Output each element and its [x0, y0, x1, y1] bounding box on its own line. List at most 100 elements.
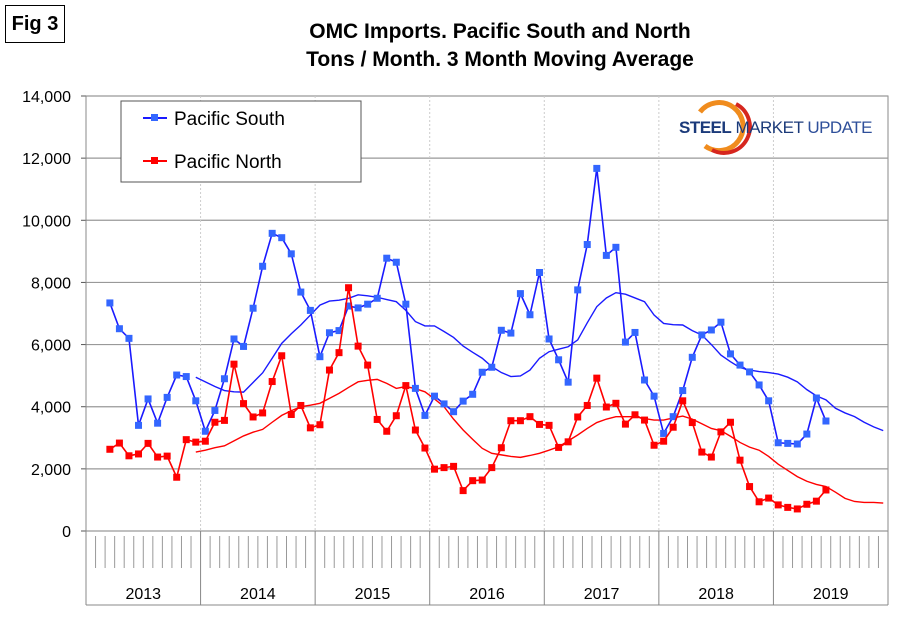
- logo-word-update: UPDATE: [807, 118, 872, 137]
- data-point: [593, 374, 601, 382]
- data-point: [545, 335, 553, 343]
- data-point: [688, 353, 696, 361]
- data-point: [574, 413, 582, 421]
- data-point: [201, 437, 209, 445]
- data-point: [812, 497, 820, 505]
- x-year-label: 2014: [240, 586, 276, 603]
- data-point: [345, 284, 353, 292]
- data-point: [144, 395, 152, 403]
- data-point: [220, 416, 228, 424]
- data-point: [507, 329, 515, 337]
- data-point: [230, 360, 238, 368]
- data-point: [507, 417, 515, 425]
- y-tick-label: 0: [62, 524, 71, 541]
- data-point: [822, 486, 830, 494]
- data-point: [669, 413, 677, 421]
- steel-market-update-logo: STEEL MARKET UPDATE: [679, 100, 873, 155]
- data-point: [220, 375, 228, 383]
- data-point: [163, 393, 171, 401]
- data-point: [402, 382, 410, 390]
- chart-title: OMC Imports. Pacific South and North: [309, 20, 691, 43]
- data-point: [765, 397, 773, 405]
- data-point: [812, 394, 820, 402]
- data-point: [736, 456, 744, 464]
- data-point: [440, 400, 448, 408]
- data-point: [278, 352, 286, 360]
- series-line: [109, 287, 827, 510]
- data-point: [698, 331, 706, 339]
- data-point: [555, 356, 563, 364]
- data-point: [746, 368, 754, 376]
- figure-label: Fig 3: [5, 5, 65, 43]
- data-point: [526, 413, 534, 421]
- data-point: [478, 368, 486, 376]
- data-point: [583, 401, 591, 409]
- data-point: [497, 326, 505, 334]
- data-point: [106, 299, 114, 307]
- data-point: [707, 326, 715, 334]
- data-point: [650, 441, 658, 449]
- data-point: [536, 268, 544, 276]
- data-point: [660, 437, 668, 445]
- y-tick-label: 14,000: [22, 89, 71, 106]
- data-point: [621, 338, 629, 346]
- data-point: [383, 427, 391, 435]
- data-point: [373, 415, 381, 423]
- data-point: [115, 439, 123, 447]
- data-point: [106, 445, 114, 453]
- data-point: [497, 444, 505, 452]
- x-year-label: 2018: [698, 586, 734, 603]
- logo-arc-icon: [698, 100, 746, 154]
- data-point: [641, 416, 649, 424]
- data-point: [192, 397, 200, 405]
- data-point: [488, 464, 496, 472]
- data-point: [154, 453, 162, 461]
- moving-average-line: [195, 378, 884, 504]
- data-point: [536, 420, 544, 428]
- data-point: [316, 421, 324, 429]
- data-point: [450, 408, 458, 416]
- data-point: [488, 363, 496, 371]
- data-point: [707, 453, 715, 461]
- data-point: [259, 409, 267, 417]
- data-point: [717, 318, 725, 326]
- data-point: [345, 302, 353, 310]
- data-point: [192, 438, 200, 446]
- data-point: [631, 411, 639, 419]
- data-point: [726, 418, 734, 426]
- data-point: [726, 350, 734, 358]
- data-point: [325, 366, 333, 374]
- series-line: [109, 168, 827, 445]
- legend-marker-south: [151, 114, 158, 121]
- data-point: [698, 448, 706, 456]
- data-point: [125, 452, 133, 460]
- data-point: [688, 419, 696, 427]
- data-point: [669, 423, 677, 431]
- moving-average-line: [195, 291, 884, 432]
- data-point: [173, 473, 181, 481]
- data-point: [641, 376, 649, 384]
- data-point: [459, 487, 467, 495]
- legend-label-north: Pacific North: [174, 152, 282, 173]
- logo-word-steel: STEEL: [679, 118, 731, 137]
- data-point: [182, 373, 190, 381]
- data-point: [306, 424, 314, 432]
- data-point: [278, 234, 286, 242]
- data-point: [774, 501, 782, 509]
- x-year-label: 2016: [469, 586, 505, 603]
- data-point: [526, 311, 534, 319]
- data-point: [755, 381, 763, 389]
- data-point: [268, 229, 276, 237]
- data-point: [392, 258, 400, 266]
- data-point: [612, 399, 620, 407]
- data-point: [679, 387, 687, 395]
- data-point: [564, 378, 572, 386]
- data-point: [602, 251, 610, 259]
- data-point: [450, 462, 458, 470]
- data-point: [469, 477, 477, 485]
- data-point: [135, 450, 143, 458]
- y-tick-label: 8,000: [31, 275, 71, 292]
- data-point: [784, 439, 792, 447]
- data-point: [411, 426, 419, 434]
